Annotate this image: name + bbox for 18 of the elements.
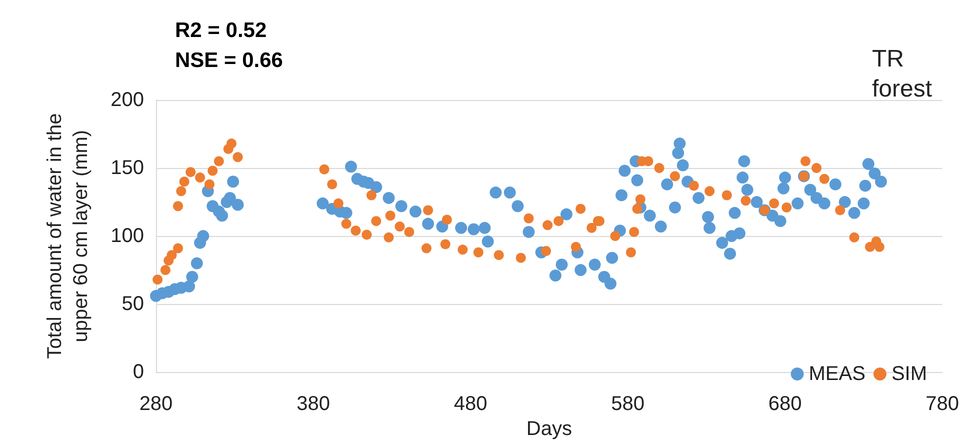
- annotation: TR forest: [872, 46, 932, 102]
- legend-label: SIM: [891, 363, 928, 385]
- x-tick-label: 580: [611, 393, 644, 416]
- y-tick-label: 0: [132, 361, 144, 384]
- text: R2 = 0.52: [175, 19, 267, 42]
- x-tick-label: 780: [926, 393, 960, 416]
- y-tick-label: 150: [110, 157, 144, 180]
- y-tick-label: 100: [110, 225, 144, 248]
- y-tick-label: 50: [122, 293, 144, 316]
- x-tick-label: 380: [296, 393, 330, 416]
- legend-label: MEAS: [808, 363, 866, 385]
- text: NSE = 0.66: [175, 49, 283, 72]
- x-tick-label: 680: [768, 393, 802, 416]
- x-tick-label: 480: [454, 393, 488, 416]
- x-tick-label: 280: [139, 393, 173, 416]
- x-axis-title: Days: [526, 418, 572, 440]
- y-tick-label: 200: [110, 89, 144, 111]
- y-axis-title: Total amount of water in the upper 60 cm layer (mm): [44, 113, 92, 359]
